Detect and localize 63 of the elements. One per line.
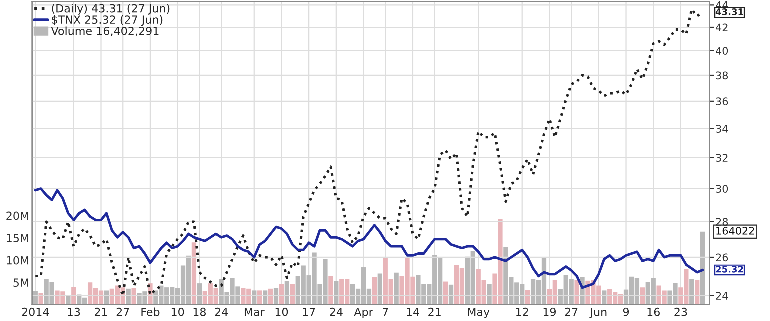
bar [378, 274, 382, 305]
bar [394, 272, 399, 305]
bar [690, 279, 694, 305]
line-series [34, 188, 704, 290]
x-tick-label: May [468, 308, 490, 318]
x-tick-label: 27 [116, 308, 130, 316]
x-tick-label: 24 [330, 308, 343, 316]
bar [574, 280, 580, 305]
x-tick-label: 23 [674, 308, 688, 316]
bar [192, 242, 197, 305]
data-label: 43.31 [716, 8, 744, 16]
bar [328, 276, 334, 305]
bar [443, 282, 448, 305]
bar [132, 288, 136, 305]
x-tick-label: 14 [407, 308, 420, 316]
bar [290, 284, 295, 305]
x-tick-label: 24 [215, 308, 228, 316]
x-tick-label: 16 [648, 308, 660, 316]
bar [197, 284, 202, 305]
y2-tick-label: 24 [716, 292, 728, 300]
x-tick-label: 18 [194, 308, 206, 316]
bar [279, 284, 284, 305]
legend-label: Volume 16,402,291 [51, 26, 159, 36]
bar [284, 281, 290, 305]
y2-tick-label: 32 [716, 154, 728, 162]
data-label: 25.32 [716, 266, 744, 273]
y2-tick-label: 34 [716, 125, 728, 133]
y2-tick-label: 30 [716, 185, 728, 193]
y2-tick-label: 36 [716, 98, 728, 106]
x-tick-label: Feb [142, 308, 160, 316]
x-tick-label: 17 [303, 308, 316, 316]
x-tick-label: Jun [590, 308, 607, 318]
y-tick-label: 5M [14, 278, 28, 288]
bar [66, 296, 71, 305]
bar [700, 232, 706, 305]
bar [72, 287, 76, 305]
x-tick-label: 10 [276, 308, 288, 316]
x-tick-label: Apr [354, 308, 374, 318]
x-tick-label: 21 [94, 308, 108, 316]
legend-label: (Daily) 43.31 (27 Jun) [52, 4, 170, 15]
x-tick-label: 19 [544, 308, 556, 316]
x-tick-label: 27 [565, 308, 578, 316]
y2-tick-label: 38 [716, 72, 728, 80]
x-tick-label: 2014 [22, 308, 50, 316]
text: 164022 [716, 227, 754, 235]
y2-tick-label: 26 [716, 254, 728, 262]
y2-tick-label: 42 [716, 24, 728, 32]
bar [334, 281, 339, 305]
y2-tick-label: 40 [716, 47, 728, 55]
x-tick-label: Mar [244, 308, 265, 316]
x-tick-label: 21 [428, 308, 441, 316]
x-tick-label: 10 [172, 308, 184, 316]
bar [695, 280, 700, 305]
y-tick-label: 15M [7, 234, 28, 242]
y-tick-label: 10M [7, 256, 28, 265]
x-tick-label: 13 [68, 308, 80, 316]
bar [372, 277, 378, 305]
y-tick-label: 20M [6, 212, 28, 220]
x-tick-label: 9 [623, 308, 630, 316]
bar [487, 284, 492, 305]
x-tick-label: 12 [516, 308, 528, 316]
x-tick-label: 7 [383, 308, 388, 316]
legend-label: $TNX 25.32 (27 Jun) [52, 15, 163, 26]
